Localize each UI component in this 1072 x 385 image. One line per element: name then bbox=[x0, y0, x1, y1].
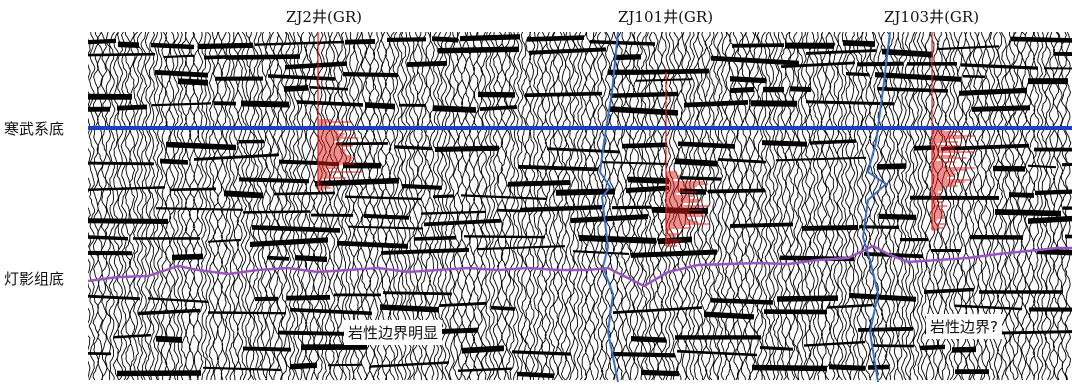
horizon-label-dengying-base: 灯影组底 bbox=[4, 270, 65, 288]
annotation-uncertain-boundary: 岩性边界? bbox=[926, 314, 1002, 339]
horizon-dengying-base-line bbox=[88, 244, 1072, 288]
gr-logs bbox=[317, 32, 975, 247]
seismic-reflection-events bbox=[88, 34, 1072, 379]
gr-log-zj103 bbox=[931, 32, 975, 231]
well-path-zj101 bbox=[598, 32, 619, 382]
well-path-zj103 bbox=[861, 32, 891, 382]
seismic-section-svg bbox=[88, 32, 1072, 382]
seismic-section: 岩性边界明显 岩性边界? bbox=[88, 32, 1072, 382]
seismic-events bbox=[88, 34, 1072, 379]
well-title-zj103: ZJ103井(GR) bbox=[884, 8, 980, 26]
gr-log-zj101 bbox=[665, 72, 710, 247]
well-title-zj2: ZJ2井(GR) bbox=[286, 8, 362, 26]
well-title-zj101: ZJ101井(GR) bbox=[618, 8, 714, 26]
annotation-clear-boundary: 岩性边界明显 bbox=[344, 320, 443, 345]
horizon-label-cambrian-base: 寒武系底 bbox=[4, 120, 65, 138]
